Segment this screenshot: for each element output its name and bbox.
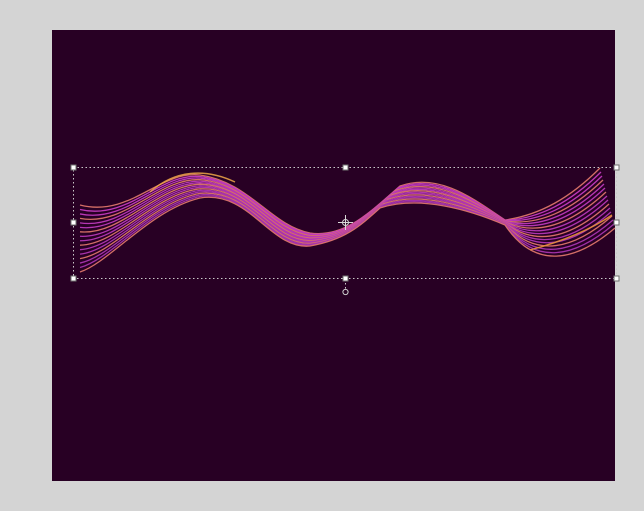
resize-handle-top-left[interactable] xyxy=(70,164,77,171)
selection-box[interactable] xyxy=(70,164,620,296)
pivot-point-icon[interactable] xyxy=(338,215,353,230)
wave-ribbon[interactable] xyxy=(79,167,616,273)
wave-stroke xyxy=(79,196,616,273)
rotate-handle[interactable] xyxy=(342,288,349,296)
resize-handle-bottom-left[interactable] xyxy=(70,275,77,282)
resize-handle-bottom-center[interactable] xyxy=(342,275,349,282)
wave-highlight xyxy=(529,214,613,251)
resize-handle-bottom-right[interactable] xyxy=(613,275,620,282)
artboard[interactable] xyxy=(52,30,615,481)
resize-handle-top-center[interactable] xyxy=(342,164,349,171)
resize-handle-top-right[interactable] xyxy=(613,164,620,171)
resize-handle-middle-right[interactable] xyxy=(613,219,620,226)
resize-handle-middle-left[interactable] xyxy=(70,219,77,226)
wave-highlight xyxy=(149,172,236,193)
